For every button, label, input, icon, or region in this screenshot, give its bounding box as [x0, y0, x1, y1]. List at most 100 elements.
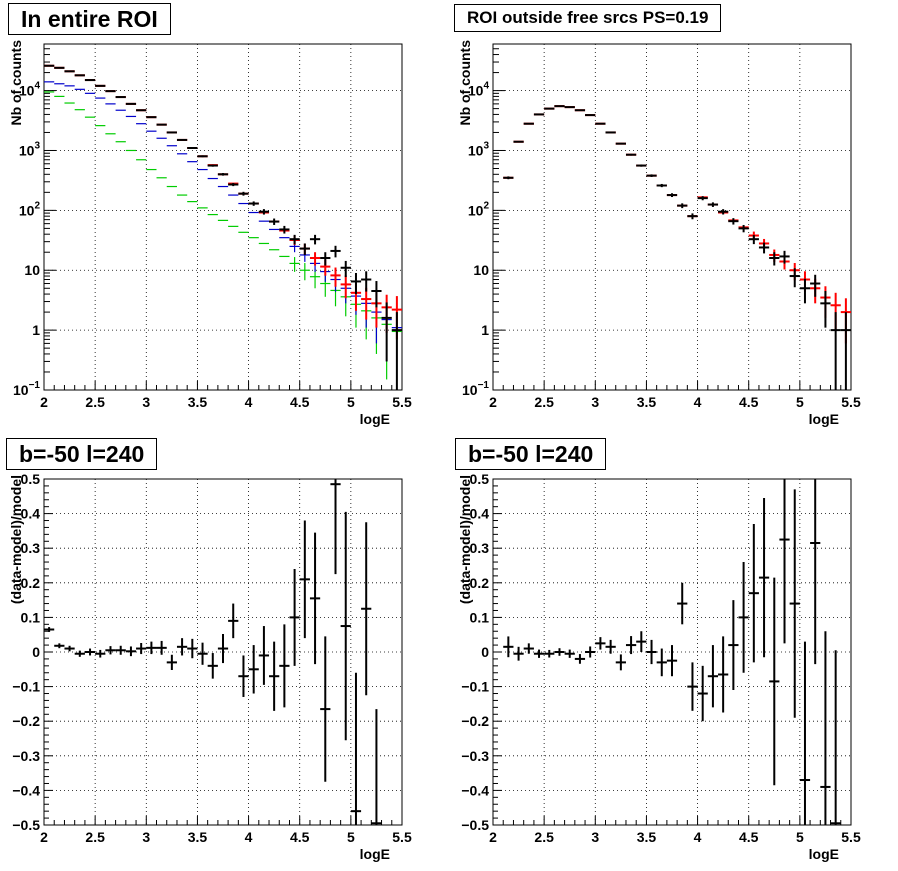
series-component_a — [44, 81, 402, 390]
y-tick-label: 104 — [468, 81, 490, 99]
y-axis: −0.5 −0.4 −0.3 −0.2 −0.1 0 0.1 0.2 0.3 0.4 0.5(dat… — [8, 471, 53, 833]
x-tick-label: 2 — [40, 394, 48, 410]
x-tick-label: 3.5 — [637, 394, 657, 410]
y-tick-label: −0.1 — [461, 679, 489, 695]
x-axis-label: logE — [809, 846, 839, 862]
x-tick-label: 3.5 — [637, 829, 657, 845]
x-tick-label: 3 — [591, 394, 599, 410]
y-tick-label: 0.1 — [21, 609, 41, 625]
y-tick-label: 0 — [481, 644, 489, 660]
y-tick-label: 10−1 — [13, 380, 40, 398]
y-tick-label: −0.3 — [12, 748, 40, 764]
series-data — [44, 64, 402, 390]
chart-panel-top-right: 2 2.5 3 3.5 4 4.5 5 5.5 logE 10−1 1 10 102 103 104 Nb o… — [449, 0, 898, 435]
y-tick-label: 0.5 — [21, 471, 41, 487]
x-axis-label: logE — [360, 846, 390, 862]
y-tick-label: 102 — [468, 200, 490, 218]
x-tick-label: 4.5 — [739, 829, 759, 845]
y-tick-label: −0.1 — [12, 679, 40, 695]
grid-lines — [492, 44, 852, 391]
x-tick-label: 2 — [489, 829, 497, 845]
x-tick-label: 5.5 — [841, 394, 861, 410]
x-tick-label: 3 — [142, 394, 150, 410]
y-tick-label: 103 — [468, 140, 490, 158]
x-tick-label: 4.5 — [739, 394, 759, 410]
chart-panel-top-left: 2 2.5 3 3.5 4 4.5 5 5.5 logE 10−1 1 10 102 103 104 Nb o… — [0, 0, 449, 435]
y-tick-label: 102 — [19, 200, 41, 218]
y-tick-label: 104 — [19, 81, 41, 99]
plot-frame — [43, 43, 403, 391]
x-tick-label: 3.5 — [188, 829, 208, 845]
series-data — [44, 479, 382, 825]
y-tick-label: −0.3 — [461, 748, 489, 764]
y-axis: −0.5 −0.4 −0.3 −0.2 −0.1 0 0.1 0.2 0.3 0.4 0.5(dat… — [457, 471, 502, 833]
x-tick-label: 2 — [40, 829, 48, 845]
y-tick-label: 0.5 — [470, 471, 490, 487]
y-tick-label: 1 — [32, 322, 40, 338]
x-tick-label: 5.5 — [392, 829, 412, 845]
y-tick-label: −0.5 — [461, 817, 489, 833]
x-tick-label: 5.5 — [841, 829, 861, 845]
y-tick-label: 0 — [32, 644, 40, 660]
x-tick-label: 3.5 — [188, 394, 208, 410]
x-tick-label: 5 — [347, 829, 355, 845]
y-tick-label: 10 — [473, 262, 489, 278]
x-tick-label: 4 — [694, 394, 702, 410]
y-tick-label: −0.4 — [12, 782, 40, 798]
y-tick-label: 10−1 — [462, 380, 489, 398]
series-total — [44, 64, 402, 340]
chart-title: ROI outside free srcs PS=0.19 — [454, 4, 722, 32]
chart-title: In entire ROI — [8, 3, 171, 35]
x-axis-label: logE — [360, 411, 390, 427]
x-tick-label: 2.5 — [85, 829, 105, 845]
y-axis-label: Nb of counts — [8, 40, 24, 126]
chart-title: b=-50 l=240 — [6, 438, 158, 470]
series-total — [503, 105, 851, 344]
y-tick-label: 0.2 — [470, 575, 490, 591]
series-data — [503, 105, 851, 390]
x-tick-label: 4 — [694, 829, 702, 845]
y-tick-label: 0.2 — [21, 575, 41, 591]
chart-panel-bottom-left: 2 2.5 3 3.5 4 4.5 5 5.5 logE −0.5 −0.4 −0.3 −0.2 −0.1… — [0, 435, 449, 870]
chart-panel-bottom-right: 2 2.5 3 3.5 4 4.5 5 5.5 logE −0.5 −0.4 −0.3 −0.2 −0.1… — [449, 435, 898, 870]
series-data — [503, 479, 841, 825]
x-tick-label: 3 — [142, 829, 150, 845]
x-tick-label: 4.5 — [290, 394, 310, 410]
chart-title: b=-50 l=240 — [455, 438, 607, 470]
x-tick-label: 2.5 — [534, 394, 554, 410]
plot-frame — [492, 43, 852, 391]
x-tick-label: 2.5 — [85, 394, 105, 410]
x-tick-label: 5.5 — [392, 394, 412, 410]
x-tick-label: 5 — [347, 394, 355, 410]
y-axis-label: (data-model)/model — [8, 475, 24, 604]
x-axis-label: logE — [809, 411, 839, 427]
x-tick-label: 2.5 — [534, 829, 554, 845]
x-tick-label: 4 — [245, 394, 253, 410]
y-tick-label: 0.3 — [470, 540, 490, 556]
x-tick-label: 5 — [796, 394, 804, 410]
y-tick-label: 0.4 — [470, 506, 490, 522]
y-tick-label: −0.2 — [461, 713, 489, 729]
x-tick-label: 2 — [489, 394, 497, 410]
x-tick-label: 4.5 — [290, 829, 310, 845]
y-tick-label: −0.2 — [12, 713, 40, 729]
y-axis-label: Nb of counts — [457, 40, 473, 126]
x-tick-label: 5 — [796, 829, 804, 845]
series-component_b — [44, 91, 402, 390]
grid-lines — [43, 44, 403, 391]
y-tick-label: 0.3 — [21, 540, 41, 556]
y-tick-label: −0.5 — [12, 817, 40, 833]
x-tick-label: 4 — [245, 829, 253, 845]
y-tick-label: 1 — [481, 322, 489, 338]
y-tick-label: −0.4 — [461, 782, 489, 798]
y-axis-label: (data-model)/model — [457, 475, 473, 604]
